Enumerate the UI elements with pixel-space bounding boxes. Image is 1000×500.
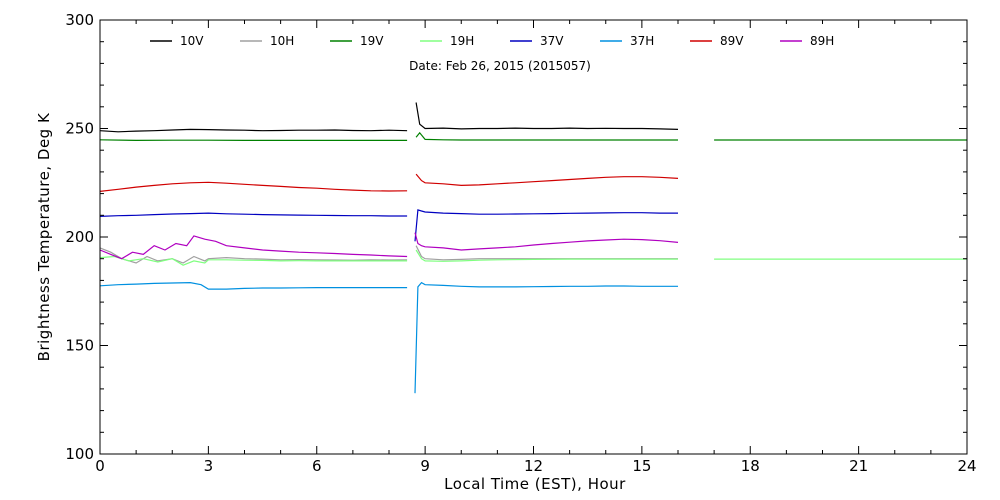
x-axis-title: Local Time (EST), Hour	[444, 475, 626, 493]
y-tick-label: 250	[65, 120, 94, 138]
series-line-37v	[99, 209, 678, 242]
series-line-19h	[99, 249, 967, 266]
legend-label-19h: 19H	[450, 34, 474, 48]
y-tick-label: 300	[65, 11, 94, 29]
x-tick-label: 24	[957, 457, 976, 475]
x-tick-label: 9	[420, 457, 430, 475]
series-line-89v	[99, 173, 679, 192]
series-line-89h	[99, 232, 679, 260]
legend-label-10h: 10H	[270, 34, 294, 48]
legend-label-10v: 10V	[180, 34, 204, 48]
y-axis-title: Brightness Temperature, Deg K	[35, 112, 53, 361]
series-layer	[99, 102, 967, 394]
ticks-layer: 0 3 6 9 12 15 18 21 24 100 150 200 250 300	[65, 11, 976, 475]
legend-label-89v: 89V	[720, 34, 744, 48]
x-tick-label: 6	[312, 457, 322, 475]
x-tick-label: 3	[204, 457, 214, 475]
legend-label-37h: 37H	[630, 34, 654, 48]
series-line-19v	[99, 131, 967, 142]
y-tick-label: 100	[65, 445, 94, 463]
chart-subtitle: Date: Feb 26, 2015 (2015057)	[409, 59, 591, 73]
legend-label-89h: 89H	[810, 34, 834, 48]
legend-label-19v: 19V	[360, 34, 384, 48]
legend: 10V 10H 19V 19H 37V 37H 89V 89H	[150, 34, 834, 48]
legend-label-37v: 37V	[540, 34, 564, 48]
x-tick-label: 12	[524, 457, 543, 475]
y-tick-label: 150	[65, 337, 94, 355]
x-tick-label: 18	[741, 457, 760, 475]
x-tick-label: 21	[849, 457, 868, 475]
series-line-37h	[99, 281, 678, 394]
y-tick-label: 200	[65, 228, 94, 246]
x-tick-label: 0	[95, 457, 105, 475]
series-line-10v	[99, 102, 679, 133]
plot-frame	[99, 19, 968, 455]
x-tick-label: 15	[632, 457, 651, 475]
